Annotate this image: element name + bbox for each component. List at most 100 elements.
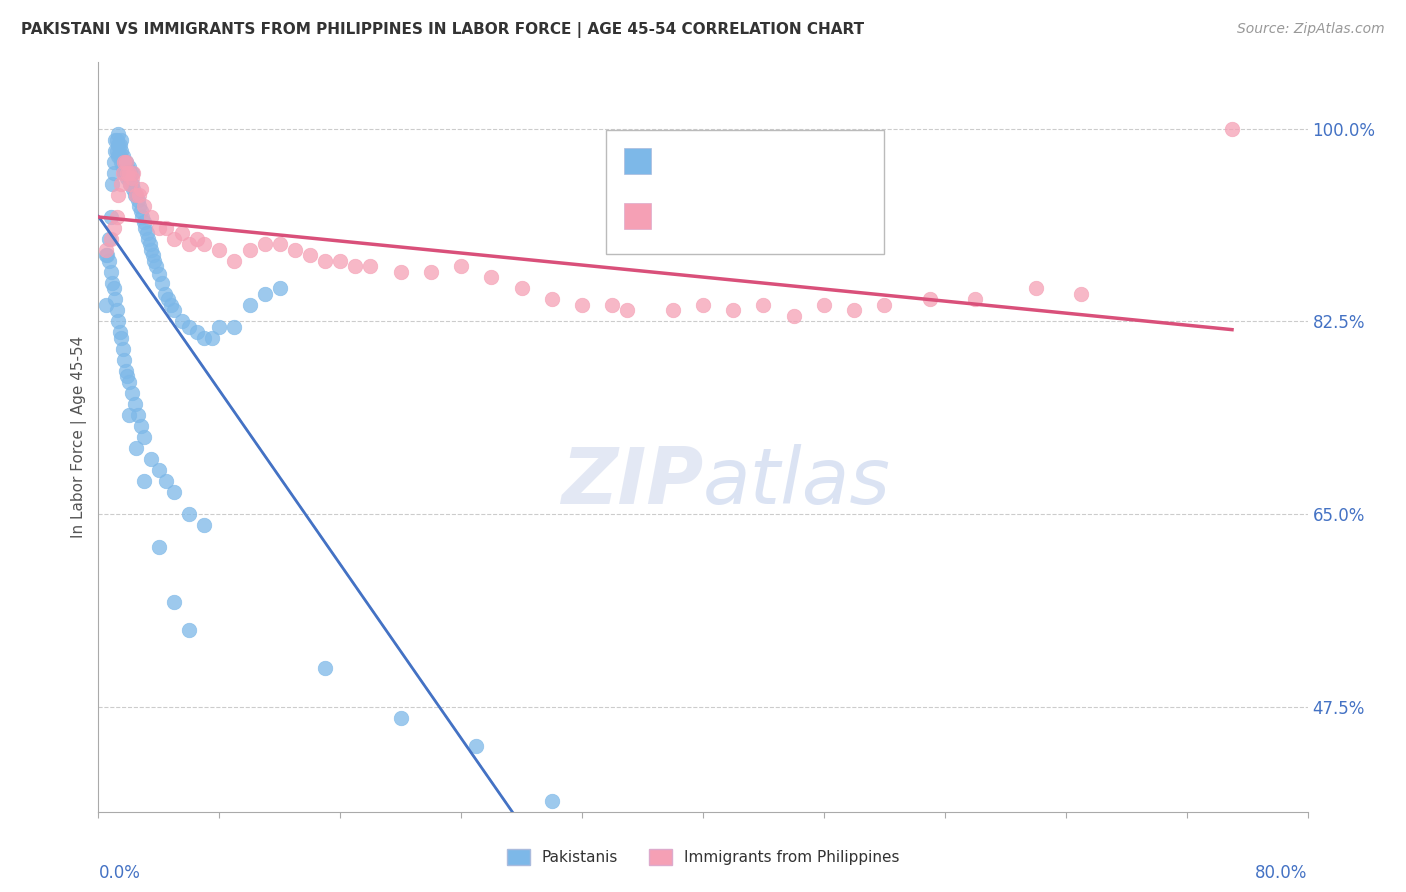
Point [128,187,150,202]
Point [118,171,141,186]
Point [105,303,128,318]
Point [94,248,117,262]
Point [1070,286,1092,301]
Point [118,166,141,180]
Point [179,623,201,637]
Point [1220,121,1243,136]
Point [141,243,163,257]
Text: N =: N = [759,207,797,225]
Point [100,210,122,224]
Point [160,298,183,312]
Point [121,386,143,401]
Point [510,281,533,295]
Text: 0.162: 0.162 [699,153,752,170]
Text: atlas: atlas [703,444,891,520]
Point [136,232,159,246]
Point [105,132,128,146]
Point [94,298,117,312]
Point [179,319,201,334]
Point [114,364,136,378]
Point [1024,281,1046,295]
Point [118,408,141,422]
Point [110,132,132,146]
Point [96,248,118,262]
FancyBboxPatch shape [624,202,651,229]
Point [179,237,201,252]
Point [105,210,128,224]
Point [389,265,412,279]
Point [108,138,131,153]
Point [100,265,122,279]
Point [121,171,143,186]
Point [723,303,745,318]
Point [120,177,142,191]
Point [540,794,562,808]
Point [465,739,488,753]
Point [107,138,129,153]
Text: R =: R = [661,207,697,225]
Point [239,298,262,312]
Point [110,144,132,158]
Point [148,267,170,281]
Point [110,331,132,345]
Point [389,711,412,725]
Point [132,215,155,229]
Point [148,541,170,555]
Point [224,253,246,268]
Point [163,232,186,246]
Point [314,661,336,675]
Point [112,166,135,180]
Point [873,298,896,312]
Text: 59: 59 [797,207,821,225]
Point [107,127,129,141]
Point [139,237,162,252]
Point [186,232,208,246]
Point [616,303,638,318]
Point [813,298,835,312]
Point [131,210,153,224]
Point [269,281,291,295]
Point [107,314,129,328]
Point [284,243,307,257]
Point [128,199,150,213]
Point [129,419,152,434]
Point [122,182,145,196]
Point [752,298,775,312]
Text: 0.0%: 0.0% [98,864,141,882]
Point [135,226,157,240]
Point [114,154,136,169]
Point [134,220,156,235]
Point [150,276,173,290]
FancyBboxPatch shape [624,148,651,174]
Point [103,166,125,180]
Point [107,187,129,202]
Point [121,177,143,191]
Point [111,149,134,163]
Point [450,260,472,274]
Point [112,154,135,169]
Text: PAKISTANI VS IMMIGRANTS FROM PHILIPPINES IN LABOR FORCE | AGE 45-54 CORRELATION : PAKISTANI VS IMMIGRANTS FROM PHILIPPINES… [21,22,865,38]
Point [965,293,987,307]
Point [125,187,148,202]
Point [224,319,246,334]
Point [111,160,134,174]
FancyBboxPatch shape [606,130,884,253]
Point [141,452,163,467]
Text: R =: R = [661,153,697,170]
Point [107,149,129,163]
Point [114,154,136,169]
Point [329,253,352,268]
Point [94,243,117,257]
Point [114,166,136,180]
Point [193,331,215,345]
Point [360,260,382,274]
Point [127,193,149,207]
Point [110,154,132,169]
Point [186,326,208,340]
Point [170,314,193,328]
Point [193,518,215,533]
Point [142,248,165,262]
Point [253,237,276,252]
Point [115,171,138,186]
Point [163,303,186,318]
